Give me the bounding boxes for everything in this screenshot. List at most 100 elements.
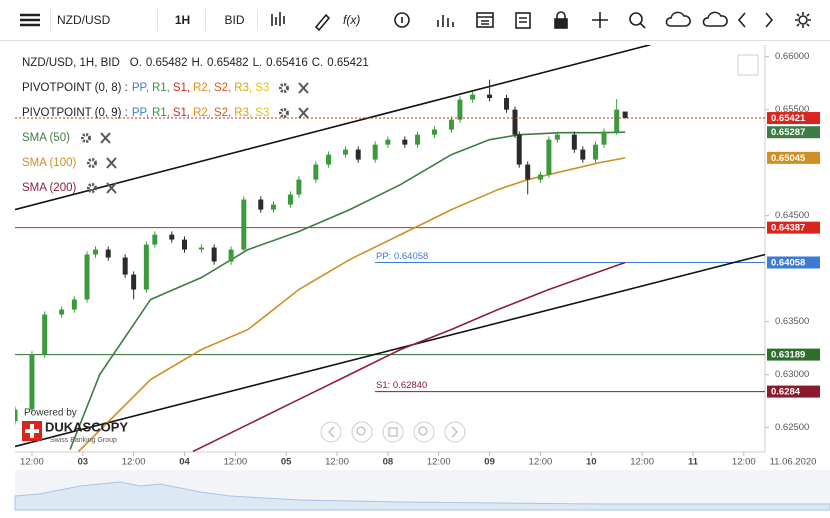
row-actions[interactable] (86, 181, 120, 195)
candle-body (326, 154, 332, 165)
candle-body (622, 111, 628, 119)
x-tick-label: 11 (688, 457, 699, 468)
candle-body (71, 299, 77, 310)
sma-line (69, 131, 626, 450)
ohlc-value: 0.65482 (206, 56, 249, 69)
pivot-level: R3, (234, 106, 253, 119)
pivot-name: PIVOTPOINT (0, 9) : (22, 106, 128, 119)
pivot-level: S3 (255, 81, 270, 94)
ohlc-label: H. (191, 56, 203, 69)
candle-body (516, 134, 522, 165)
ohlc-label: O. (129, 56, 142, 69)
row-actions[interactable] (278, 81, 312, 95)
candle-body (614, 109, 620, 132)
candle-body (42, 314, 48, 355)
expand-button[interactable] (737, 54, 759, 76)
legend-title: NZD/USD, 1H, BID (22, 56, 120, 69)
row-actions[interactable] (80, 131, 114, 145)
candle-body (169, 234, 175, 240)
x-tick-label: 12:00 (122, 457, 146, 468)
candle-body (593, 144, 599, 160)
legend: NZD/USD, 1H, BID O. 0.65482 H. 0.65482 L. 0.6… (22, 50, 377, 200)
candle-body (537, 174, 543, 180)
x-tick-label: 12:00 (325, 457, 349, 468)
candle-body (487, 94, 493, 98)
candle-body (143, 244, 149, 290)
pivot-level: S1, (172, 106, 191, 119)
pivot-row: PIVOTPOINT (0, 8) : PP, R1, S1, R2, S2, R3, S3 (22, 75, 377, 100)
pivot-level: R3, (234, 81, 253, 94)
sma-badge-label: 0.65045 (771, 153, 806, 164)
y-tick-label: 0.63500 (775, 316, 809, 327)
sma-line (192, 261, 626, 452)
last-price-badge-label: 0.65421 (771, 113, 806, 124)
row-actions[interactable] (278, 106, 312, 120)
toolbar: NZD/USD 1H BID f(x) (0, 0, 830, 41)
candle-body (546, 139, 552, 175)
trendline (15, 45, 651, 211)
x-tick-label: 08 (383, 457, 394, 468)
pivot-label: S1: 0.62840 (376, 380, 427, 391)
indicator-row: SMA (100) (22, 150, 377, 175)
candle-body (571, 134, 577, 150)
x-tick-label: 12:00 (529, 457, 553, 468)
y-tick-label: 0.63000 (775, 369, 809, 380)
candle-body (296, 179, 302, 195)
x-tick-label: 05 (281, 457, 292, 468)
side-select[interactable]: BID (212, 9, 258, 31)
watermark-line2: Swiss Banking Group (50, 437, 117, 444)
toolbar-icons[interactable]: f(x) (262, 0, 830, 40)
pivot-level: S2, (214, 81, 232, 94)
row-actions[interactable] (86, 156, 120, 170)
candle-body (258, 199, 264, 210)
x-tick-label: 12:00 (427, 457, 451, 468)
candle-body (84, 254, 90, 300)
sma-badge (767, 126, 820, 139)
hline-badge-label: 0.64387 (771, 223, 805, 234)
candle-body (402, 139, 408, 145)
candle-body (313, 164, 319, 180)
candle-body (580, 149, 586, 160)
x-tick-label: 12:00 (20, 457, 44, 468)
y-tick-label: 0.64500 (775, 210, 809, 221)
last-price-badge (767, 112, 820, 125)
candle-body (415, 134, 421, 145)
symbol-select[interactable]: NZD/USD (50, 9, 158, 31)
candle-body (372, 144, 378, 160)
timeframe-select[interactable]: 1H (160, 9, 206, 31)
zoom-controls[interactable] (320, 421, 466, 443)
indicator-row: SMA (200) (22, 175, 377, 200)
pivot-level: R2, (193, 81, 212, 94)
y-tick-label: 0.62500 (775, 422, 809, 433)
x-tick-label: 12:00 (223, 457, 247, 468)
x-tick-label: 12:00 (732, 457, 756, 468)
candle-body (525, 164, 531, 180)
y-tick-label: 0.65500 (775, 104, 809, 115)
watermark-line1: Powered by (24, 408, 77, 419)
ohlc-value: 0.65416 (266, 56, 308, 69)
sma-badge-label: 0.65287 (771, 127, 805, 138)
ohlc-label: C. (311, 56, 324, 69)
indicator-row: SMA (50) (22, 125, 377, 150)
x-tick-label: 09 (484, 457, 495, 468)
indicator-name: SMA (100) (22, 156, 77, 169)
candle-body (287, 194, 293, 205)
indicator-name: SMA (200) (22, 181, 77, 194)
pivot-level: R2, (193, 106, 212, 119)
watermark-brand: DUKASCOPY (45, 419, 128, 434)
candle-body (385, 139, 391, 145)
candle-body (29, 354, 35, 410)
pivot-level: R1, (151, 81, 170, 94)
candle-body (355, 149, 361, 160)
candle-body (93, 249, 99, 255)
pivot-level: S3 (255, 106, 270, 119)
candle-body (431, 129, 437, 135)
pivot-level: PP, (131, 106, 149, 119)
candle-body (59, 309, 65, 315)
pivot-level: PP, (131, 81, 149, 94)
menu-button[interactable] (10, 0, 50, 40)
hline-badge-label: 0.63189 (771, 350, 805, 361)
candle-body (554, 134, 560, 140)
